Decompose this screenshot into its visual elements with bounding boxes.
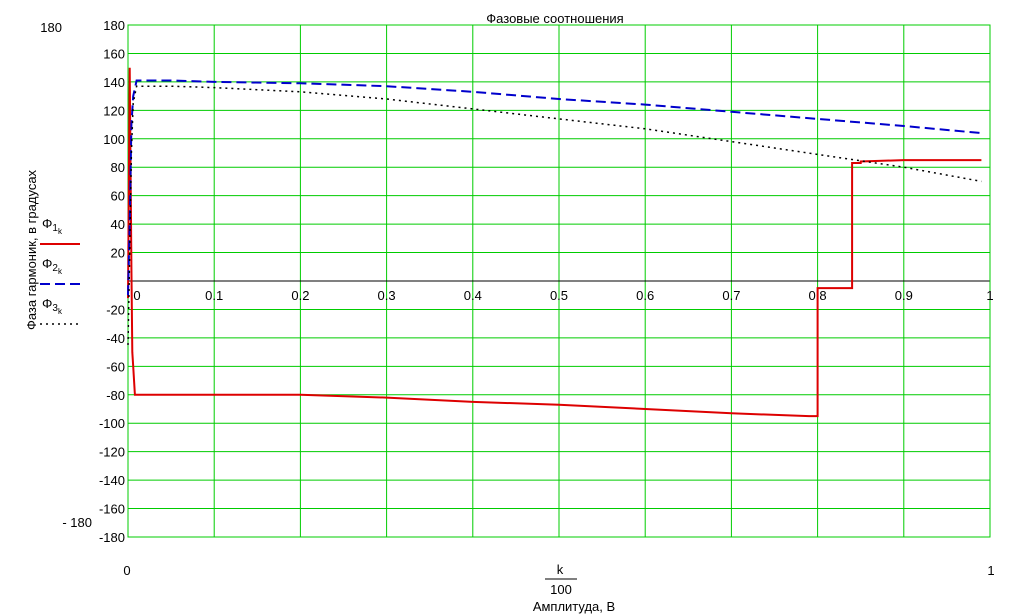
y-tick-label: -160 <box>99 502 125 517</box>
x-tick-label: 0.4 <box>464 288 482 303</box>
x-tick-label: 1 <box>986 288 993 303</box>
x-tick-label: 0.7 <box>722 288 740 303</box>
legend-label-2: Φ2k <box>42 256 63 276</box>
y-tick-labels: 180 160 140 120 100 80 60 40 20 -20 -40 -60 -80 -100 -… <box>99 18 125 545</box>
legend-label-1: Φ1k <box>42 216 63 236</box>
x-outer-max: 1 <box>987 563 994 578</box>
x-tick-label: 0 <box>133 288 140 303</box>
y-tick-label: -140 <box>99 473 125 488</box>
y-tick-label: -120 <box>99 445 125 460</box>
x-tick-label: 0.3 <box>378 288 396 303</box>
y-tick-label: -80 <box>106 388 125 403</box>
series-group <box>127 67 982 418</box>
x-expr-denominator: 100 <box>550 582 572 597</box>
y-tick-label: 100 <box>103 132 125 147</box>
y-outer-min: - 180 <box>62 515 92 530</box>
x-tick-label: 0.6 <box>636 288 654 303</box>
y-tick-label: 180 <box>103 18 125 33</box>
x-expr-numerator: k <box>557 562 564 577</box>
y-tick-label: -20 <box>106 302 125 317</box>
y-outer-max: 180 <box>40 20 62 35</box>
y-tick-label: 80 <box>111 160 125 175</box>
y-tick-label: 160 <box>103 46 125 61</box>
x-axis-label: Амплитуда, В <box>533 599 615 614</box>
x-tick-label: 0.2 <box>291 288 309 303</box>
series-line-1 <box>127 67 982 418</box>
y-tick-label: 140 <box>103 75 125 90</box>
x-tick-labels: 0 0.1 0.2 0.3 0.4 0.5 0.6 0.7 0.8 0.9 1 <box>133 288 993 303</box>
legend-label-3: Φ3k <box>42 296 63 316</box>
x-tick-label: 0.5 <box>550 288 568 303</box>
x-tick-label: 0.1 <box>205 288 223 303</box>
y-tick-label: 40 <box>111 217 125 232</box>
series-line-2 <box>127 79 982 296</box>
x-outer-min: 0 <box>123 563 130 578</box>
y-tick-label: -40 <box>106 331 125 346</box>
y-tick-label: -60 <box>106 359 125 374</box>
chart-title: Фазовые соотношения <box>486 11 623 26</box>
y-tick-label: -100 <box>99 416 125 431</box>
series-line-3 <box>127 85 982 346</box>
y-tick-label: 60 <box>111 189 125 204</box>
y-tick-label: 20 <box>111 246 125 261</box>
y-axis-label: Фаза гармоник, в градусах <box>24 169 39 330</box>
y-tick-label: -180 <box>99 530 125 545</box>
legend: Φ1k Φ2k Φ3k <box>40 216 80 325</box>
y-tick-label: 120 <box>103 103 125 118</box>
grid <box>127 24 991 538</box>
x-tick-label: 0.9 <box>895 288 913 303</box>
